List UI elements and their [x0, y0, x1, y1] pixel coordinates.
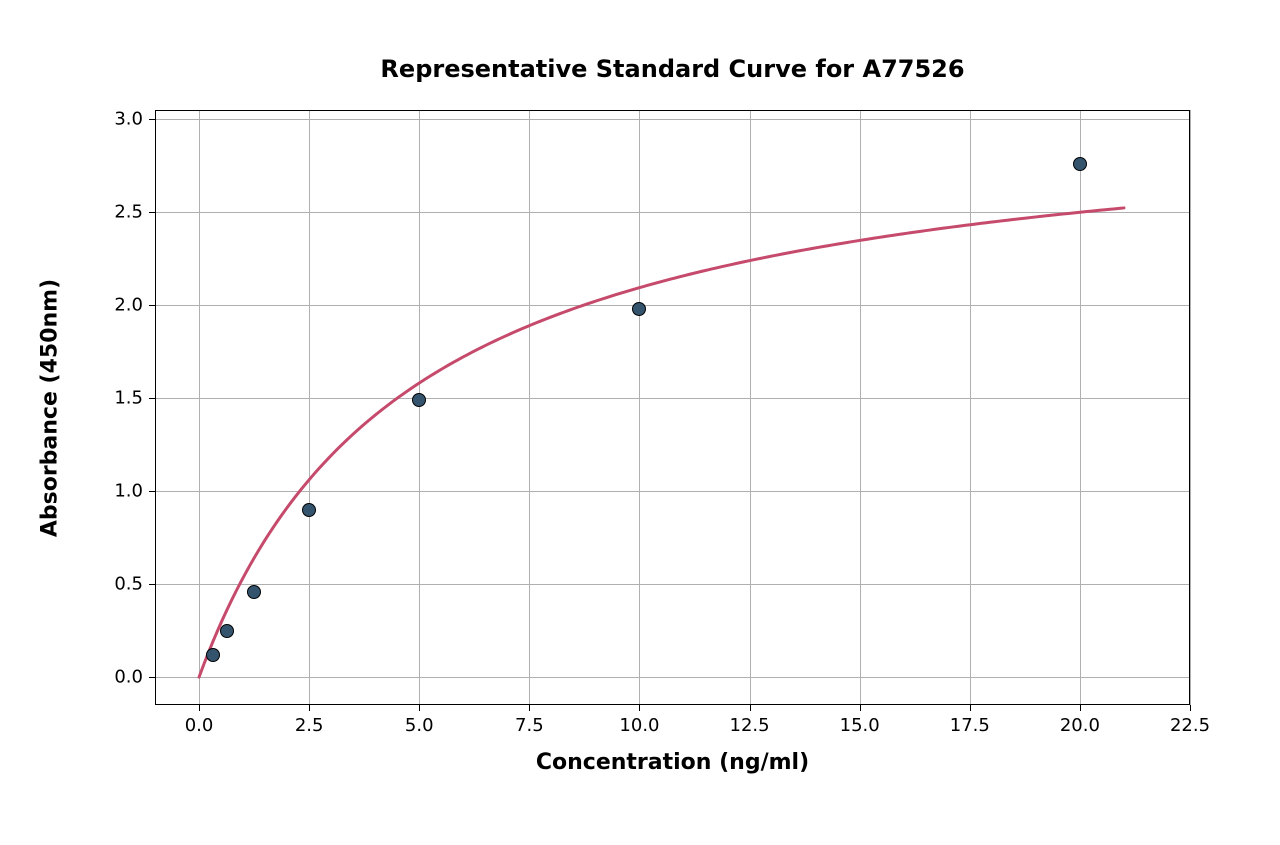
- data-point: [206, 648, 220, 662]
- chart-title: Representative Standard Curve for A77526: [380, 55, 964, 83]
- fit-curve: [155, 110, 1190, 705]
- y-tick-label: 3.0: [114, 109, 143, 130]
- figure: Representative Standard Curve for A77526…: [0, 0, 1280, 845]
- x-tick-label: 12.5: [730, 715, 770, 736]
- y-tick: [149, 677, 155, 678]
- data-point: [412, 393, 426, 407]
- x-tick-label: 15.0: [840, 715, 880, 736]
- y-tick: [149, 491, 155, 492]
- x-tick: [309, 705, 310, 711]
- x-tick: [639, 705, 640, 711]
- y-tick-label: 0.5: [114, 574, 143, 595]
- y-tick-label: 1.5: [114, 388, 143, 409]
- x-tick-label: 0.0: [185, 715, 214, 736]
- x-tick-label: 10.0: [619, 715, 659, 736]
- y-axis-label: Absorbance (450nm): [38, 278, 63, 536]
- x-tick-label: 17.5: [950, 715, 990, 736]
- x-axis-label: Concentration (ng/ml): [536, 750, 809, 775]
- x-tick: [419, 705, 420, 711]
- x-tick: [970, 705, 971, 711]
- y-tick: [149, 584, 155, 585]
- data-point: [302, 503, 316, 517]
- plot-area: [155, 110, 1190, 705]
- x-tick: [860, 705, 861, 711]
- x-tick: [529, 705, 530, 711]
- data-point: [632, 302, 646, 316]
- x-tick-label: 22.5: [1170, 715, 1210, 736]
- x-tick: [199, 705, 200, 711]
- y-tick: [149, 305, 155, 306]
- x-tick-label: 2.5: [295, 715, 324, 736]
- x-tick: [1190, 705, 1191, 711]
- data-point: [1073, 157, 1087, 171]
- data-point: [220, 624, 234, 638]
- y-tick-label: 2.0: [114, 295, 143, 316]
- x-tick-label: 7.5: [515, 715, 544, 736]
- x-tick-label: 20.0: [1060, 715, 1100, 736]
- x-tick: [750, 705, 751, 711]
- y-tick: [149, 212, 155, 213]
- y-tick-label: 1.0: [114, 481, 143, 502]
- data-point: [247, 585, 261, 599]
- x-tick: [1080, 705, 1081, 711]
- x-tick-label: 5.0: [405, 715, 434, 736]
- y-tick-label: 2.5: [114, 202, 143, 223]
- y-tick: [149, 119, 155, 120]
- y-tick: [149, 398, 155, 399]
- fit-curve-path: [199, 208, 1124, 677]
- grid-line-vertical: [1190, 110, 1191, 705]
- y-tick-label: 0.0: [114, 667, 143, 688]
